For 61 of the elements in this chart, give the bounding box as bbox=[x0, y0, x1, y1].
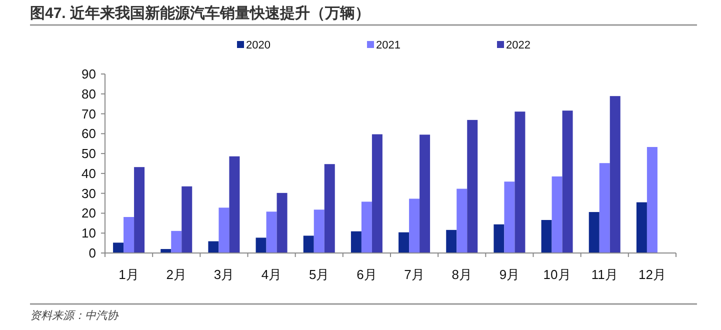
bar bbox=[599, 163, 610, 253]
bar bbox=[420, 134, 430, 253]
y-tick-label: 10 bbox=[82, 226, 96, 241]
bar bbox=[636, 202, 647, 253]
bar bbox=[409, 198, 420, 253]
x-tick-label: 10月 bbox=[543, 267, 571, 282]
x-tick-label: 5月 bbox=[309, 267, 330, 282]
bar bbox=[350, 231, 362, 253]
bar bbox=[324, 164, 335, 253]
x-tick-label: 2月 bbox=[166, 267, 186, 282]
text: 资料来源：中汽协 bbox=[30, 309, 119, 322]
x-tick-label: 6月 bbox=[356, 267, 377, 282]
y-tick-label: 80 bbox=[82, 86, 96, 102]
bar bbox=[541, 220, 552, 253]
y-tick-label: 50 bbox=[82, 146, 96, 162]
y-tick-label: 0 bbox=[88, 246, 96, 260]
bar bbox=[124, 217, 134, 253]
bar bbox=[398, 232, 410, 253]
x-tick-label: 7月 bbox=[404, 267, 424, 282]
bar bbox=[467, 120, 478, 253]
bar bbox=[134, 167, 145, 253]
bar bbox=[610, 96, 620, 253]
x-tick-label: 4月 bbox=[261, 267, 282, 282]
y-tick-label: 20 bbox=[82, 206, 96, 221]
x-tick-label: 11月 bbox=[591, 267, 618, 282]
y-tick-label: 30 bbox=[82, 186, 96, 201]
bar bbox=[218, 208, 230, 253]
bar bbox=[276, 192, 288, 253]
bar bbox=[514, 112, 526, 253]
bar bbox=[372, 134, 382, 253]
bar bbox=[256, 238, 266, 253]
y-tick-label: 90 bbox=[82, 66, 96, 82]
bar bbox=[446, 230, 457, 253]
x-tick-label: 9月 bbox=[499, 267, 520, 282]
y-tick-label: 40 bbox=[82, 166, 96, 181]
x-tick-label: 3月 bbox=[214, 267, 234, 282]
bar bbox=[562, 110, 573, 253]
bar bbox=[504, 182, 515, 253]
bar bbox=[552, 176, 562, 253]
x-tick-label: 1月 bbox=[118, 267, 139, 282]
chart-title: 图47. 近年来我国新能源汽车销量快速提升（万辆） bbox=[30, 4, 370, 22]
y-tick-label: 60 bbox=[82, 126, 96, 142]
bar bbox=[588, 212, 600, 253]
legend-label: 2021 bbox=[376, 40, 400, 52]
bar bbox=[182, 186, 192, 253]
bar bbox=[494, 224, 504, 253]
x-tick-label: 12月 bbox=[638, 267, 666, 282]
bar bbox=[266, 212, 277, 253]
x-tick-label: 8月 bbox=[452, 267, 472, 282]
bar bbox=[229, 156, 240, 253]
bar bbox=[303, 236, 314, 253]
bar bbox=[314, 210, 324, 253]
bar bbox=[208, 241, 219, 253]
bar bbox=[646, 146, 658, 253]
bar bbox=[361, 202, 372, 253]
bar bbox=[171, 230, 182, 253]
bar bbox=[456, 188, 468, 253]
y-tick-label: 70 bbox=[82, 106, 96, 122]
legend-label: 2022 bbox=[506, 40, 530, 52]
legend-label: 2020 bbox=[246, 40, 270, 52]
bar bbox=[113, 242, 124, 253]
